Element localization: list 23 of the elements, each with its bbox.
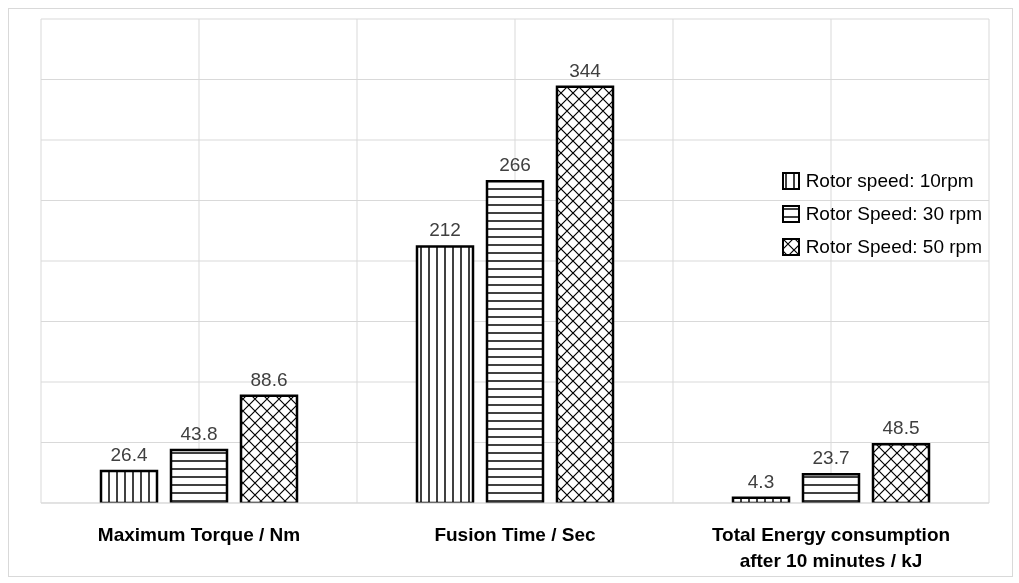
legend-label: Rotor Speed: 50 rpm <box>805 235 982 259</box>
data-label: 43.8 <box>180 423 218 444</box>
data-label: 344 <box>569 59 602 81</box>
data-label: 26.4 <box>110 444 148 466</box>
bar <box>871 443 931 503</box>
x-tick-label: Total Energy consumption after 10 minutes / kJ <box>711 524 951 571</box>
legend-label: Rotor speed: 10rpm <box>805 169 974 193</box>
x-tick-label: Maximum Torque / Nm <box>97 524 301 545</box>
bar <box>99 469 159 503</box>
bar <box>169 448 229 503</box>
data-label: 48.5 <box>882 417 920 439</box>
legend-label: Rotor Speed: 30 rpm <box>805 202 982 226</box>
data-label: 88.6 <box>250 368 288 390</box>
bar <box>415 245 475 503</box>
data-label: 4.3 <box>747 470 775 492</box>
x-tick-label: Fusion Time / Sec <box>434 524 597 545</box>
data-label: 212 <box>429 219 461 241</box>
data-label: 266 <box>499 154 531 176</box>
bar <box>485 179 545 503</box>
data-label: 23.7 <box>812 447 850 469</box>
bar <box>801 473 861 503</box>
bar <box>555 85 615 503</box>
bar <box>239 394 299 503</box>
